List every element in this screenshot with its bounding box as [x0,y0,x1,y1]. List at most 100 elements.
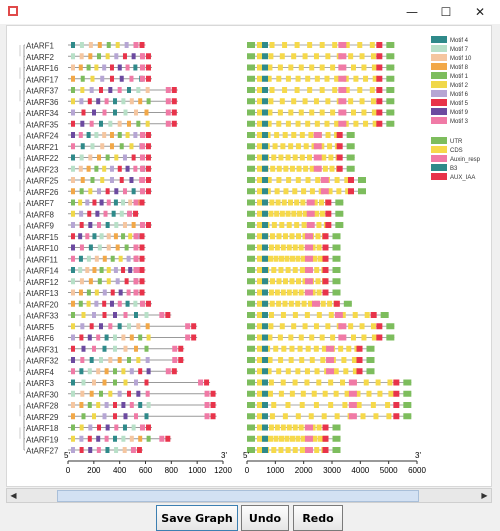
cds-box [299,267,305,273]
motif-box [113,199,118,206]
cds-box [280,289,286,296]
motif-box [145,75,151,82]
cds-box [271,402,277,408]
utr-box [386,334,395,341]
auxin-resp-box [338,75,347,82]
minimize-button[interactable]: — [406,5,418,19]
motif-box [136,323,141,330]
gene-label: AtARF23 [26,165,59,174]
motif-box [114,222,119,228]
motif-box [204,413,210,420]
motif-box [133,199,139,206]
cds-box [314,210,320,217]
close-button[interactable]: ✕ [474,5,486,19]
utr-box [247,267,255,273]
b3-domain-box [262,390,268,397]
motif-box [204,379,210,386]
horizontal-scrollbar[interactable]: ◀ ▶ [6,488,492,503]
cds-box [288,64,294,71]
motif-box [109,64,114,71]
auxin-resp-box [304,255,313,262]
utr-box [332,255,341,262]
utr-box [247,255,255,262]
motif-box [145,357,150,363]
utr-box [332,278,341,285]
aux-iaa-box [322,233,329,240]
gene-label: AtARF6 [26,334,55,343]
motif-box [145,323,150,330]
cds-box [292,154,298,161]
scroll-left-arrow-icon[interactable]: ◀ [10,491,17,500]
cds-box [309,64,315,71]
motif-box [191,323,197,330]
cds-box [266,120,272,127]
cds-box [363,120,369,127]
motif-box [130,447,136,453]
motif-box [96,334,101,341]
cds-box [277,64,283,71]
b3-domain-box [262,199,268,206]
cds-box [297,210,303,217]
cds-box [287,199,293,206]
cds-box [336,188,342,195]
cds-box [270,233,275,240]
cds-box [283,233,288,240]
motif-box [127,210,133,217]
utr-box [366,368,375,375]
undo-button[interactable]: Undo [241,505,289,531]
cds-box [281,345,287,352]
cds-box [317,435,323,442]
cds-box [285,402,291,408]
scroll-right-arrow-icon[interactable]: ▶ [481,491,488,500]
motif-box [117,87,122,93]
cds-box [306,154,312,161]
aux-iaa-box [322,255,329,262]
motif-box [139,424,145,431]
gene-label: AtARF14 [26,267,59,276]
gene-axis-tick-label: 3000 [323,466,341,475]
motif-box [171,120,177,127]
motif-box [210,413,216,420]
protein-axis-tick-label: 400 [113,466,127,475]
motif-box [129,75,134,82]
cds-box [300,390,306,397]
motif-box [198,379,204,386]
utr-box [332,267,341,273]
motif-box [71,120,75,127]
save-graph-button[interactable]: Save Graph [156,505,238,531]
cds-box [304,379,310,386]
gene-axis-5prime-label: 5' [243,451,249,460]
cds-box [279,435,284,442]
cds-box [289,345,295,352]
motif-box [123,109,128,116]
cds-box [319,42,325,48]
auxin-resp-box [306,222,315,228]
motif-box [71,109,75,116]
cds-box [279,98,285,105]
cds-box [305,75,311,82]
gene-label: AtARF18 [26,424,59,433]
motif-box [136,390,141,397]
cds-box [257,244,262,251]
motif-box [123,312,128,318]
cds-box [267,357,273,363]
cds-box [315,233,321,240]
cds-box [385,402,391,408]
cds-box [325,53,331,60]
motif-structure-graph: AtARF1AtARF2AtARF16AtARF17AtARF37AtARF36… [19,36,481,475]
motif-box [71,233,75,240]
motif-box [146,98,151,105]
motif-box [105,188,110,195]
gene-label: AtARF10 [26,244,59,253]
cds-box [338,345,344,352]
redo-button[interactable]: Redo [293,505,343,531]
cds-box [267,334,273,341]
cds-box [283,188,289,195]
scroll-thumb[interactable] [57,490,419,502]
maximize-button[interactable]: ☐ [440,5,452,19]
cds-box [371,109,377,116]
motif-box [124,42,129,48]
motif-box [86,289,91,296]
cds-box [257,357,262,363]
motif-box [88,278,93,285]
